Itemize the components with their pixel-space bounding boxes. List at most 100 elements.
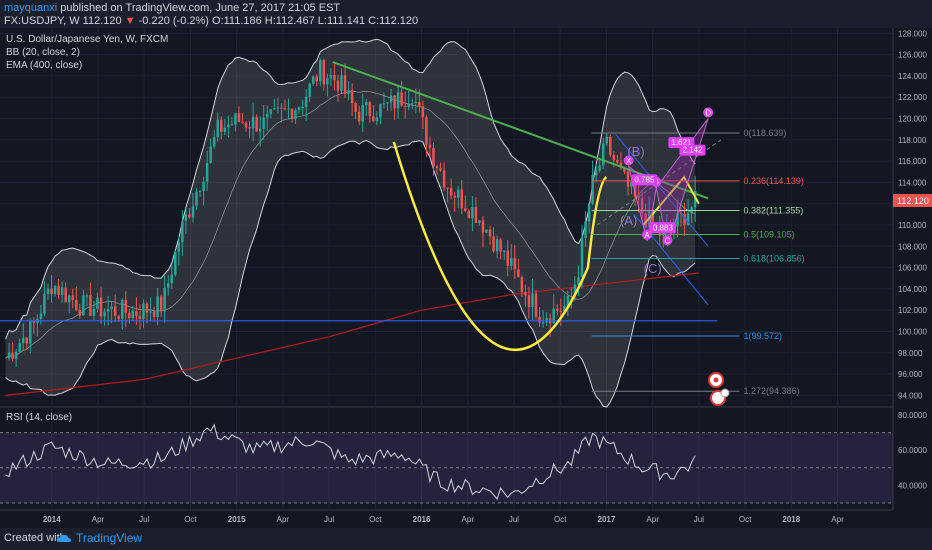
candle-body — [220, 119, 223, 132]
candle-body — [403, 105, 407, 107]
candle-body — [96, 297, 99, 309]
time-tick-label: Oct — [554, 515, 567, 524]
cup-pattern — [392, 141, 608, 351]
price-tick-label: 116.000 — [898, 157, 927, 166]
pattern-label-D: D — [705, 109, 711, 118]
candle-body — [623, 167, 626, 172]
candle-body — [43, 293, 46, 314]
candle-body — [75, 299, 78, 310]
candle-body — [389, 95, 393, 103]
candle-body — [248, 127, 251, 129]
candle-body — [290, 108, 294, 120]
candle-body — [340, 75, 343, 91]
fib-label: 1(99.572) — [744, 331, 783, 341]
candle-body — [152, 311, 156, 318]
candle-body — [149, 311, 152, 313]
candle-body — [570, 295, 573, 297]
price-tick-label: 128.000 — [898, 29, 927, 38]
candle-body — [191, 206, 195, 218]
price-tick-label: 98.000 — [898, 349, 923, 358]
price-axis-bg — [893, 28, 932, 510]
candle-body — [559, 310, 563, 312]
candle-body — [234, 113, 237, 125]
candle-body — [67, 295, 71, 303]
tradingview-brand[interactable]: TradingView — [56, 531, 142, 545]
bb-basis — [5, 90, 696, 359]
candle-body — [693, 190, 697, 208]
candle-body — [244, 122, 248, 128]
candle-body — [676, 213, 679, 227]
time-tick-label: Apr — [646, 515, 659, 524]
candle-body — [14, 351, 18, 359]
candle-body — [584, 221, 587, 238]
author-link[interactable]: mayquanxi — [4, 2, 58, 14]
candle-body — [46, 288, 50, 294]
candle-body — [651, 209, 654, 224]
candle-body — [375, 117, 379, 122]
candle-body — [212, 137, 216, 147]
candle-body — [329, 74, 333, 79]
candle-body — [513, 258, 517, 270]
price-tick-label: 122.000 — [898, 93, 927, 102]
time-tick-label: 2016 — [413, 515, 431, 524]
candle-body — [326, 78, 329, 85]
time-tick-label: Jul — [324, 515, 334, 524]
candle-body — [464, 208, 467, 211]
candle-body — [138, 315, 142, 320]
candle-body — [414, 102, 418, 104]
candle-body — [449, 187, 453, 196]
candle-body — [368, 102, 372, 117]
candle-body — [428, 144, 432, 148]
ratio-bg — [679, 144, 706, 156]
event-badge — [720, 388, 730, 398]
pattern-label-X: X — [626, 156, 632, 165]
candle-body — [166, 283, 170, 288]
candle-body — [269, 109, 273, 114]
candle-body — [453, 195, 456, 198]
ratio-label: 1.621 — [671, 138, 692, 147]
candle-body — [343, 75, 347, 94]
candle-body — [365, 102, 368, 106]
candle-body — [393, 95, 396, 109]
candle-body — [103, 311, 106, 317]
candle-body — [82, 295, 85, 316]
candle-body — [106, 309, 110, 312]
tradingview-label: TradingView — [76, 531, 143, 545]
candle-body — [495, 239, 499, 252]
candle-body — [99, 297, 103, 317]
candle-body — [538, 317, 541, 323]
price-tick-label: 94.000 — [898, 391, 923, 400]
rsi-line — [5, 423, 696, 500]
candle-body — [89, 295, 92, 316]
price-chart[interactable]: 0(118.639) 0.236(114.139) 0.382(111.355) 0.… — [0, 28, 932, 528]
candle-body — [85, 295, 89, 297]
candle-body — [311, 76, 315, 84]
candle-body — [379, 103, 382, 118]
candle-body — [425, 117, 428, 145]
candle-body — [386, 102, 389, 104]
ratio-bg — [649, 222, 676, 234]
candle-body — [276, 107, 280, 109]
candle-body — [350, 90, 354, 104]
channel-upper — [615, 134, 709, 247]
candle-body — [29, 320, 32, 344]
time-tick-label: Apr — [831, 515, 844, 524]
candle-body — [520, 277, 524, 292]
candle-body — [251, 116, 255, 129]
candle-body — [11, 352, 14, 359]
price-tick-label: 108.000 — [898, 242, 927, 251]
candle-body — [467, 210, 471, 219]
symbol-label[interactable]: FX:USDJPY, W — [4, 15, 80, 27]
rsi-pane-bg — [0, 408, 893, 510]
ema-line-path — [5, 272, 699, 396]
candle-body — [382, 103, 386, 105]
candle-body — [407, 103, 410, 107]
candle-body — [485, 229, 488, 233]
candle-body — [396, 92, 400, 109]
candle-body — [163, 287, 166, 312]
projection-arrow — [642, 175, 700, 226]
candle-body — [184, 214, 188, 222]
candle-body — [534, 293, 538, 318]
time-tick-label: 2015 — [228, 515, 246, 524]
time-tick-label: Apr — [277, 515, 290, 524]
